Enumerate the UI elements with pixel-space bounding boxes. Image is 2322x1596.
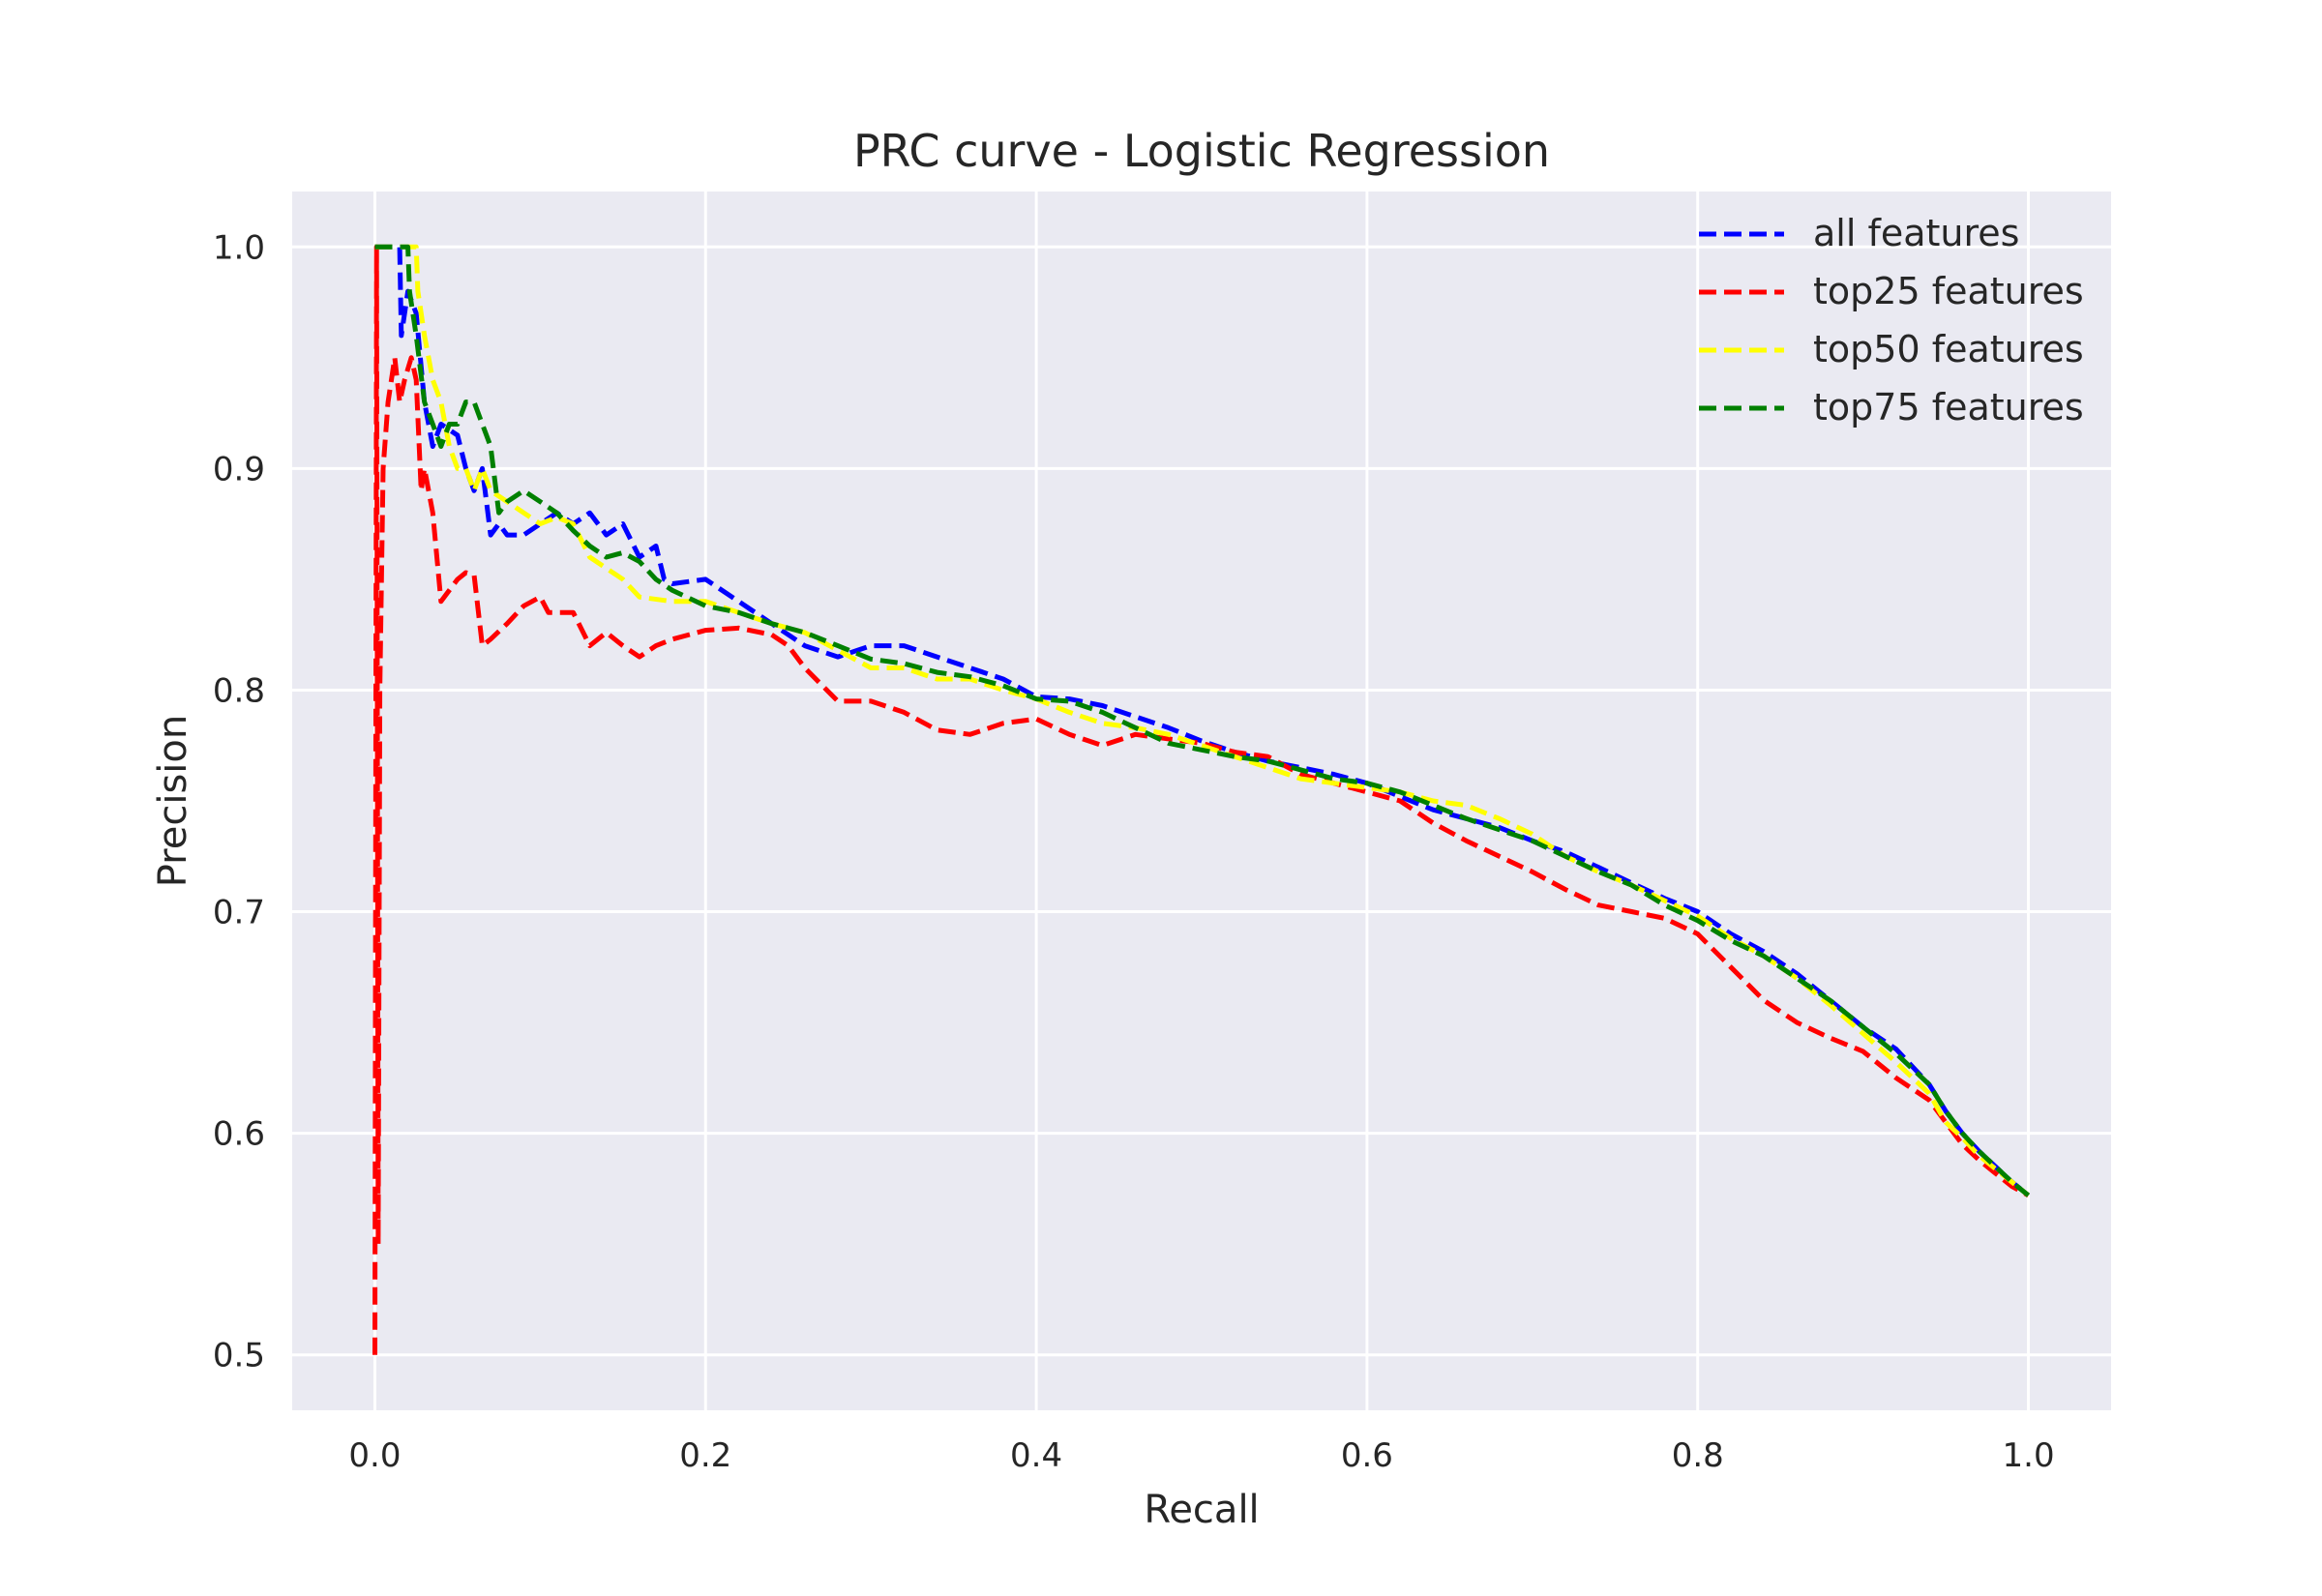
x-tick-label: 0.6 <box>1341 1436 1393 1475</box>
y-tick-label: 0.9 <box>213 450 265 488</box>
series-line-all-features <box>374 244 2031 1197</box>
plot-background <box>292 192 2111 1410</box>
series-lines <box>372 244 2031 1355</box>
x-tick-label: 1.0 <box>2003 1436 2055 1475</box>
series-line-top25-features <box>372 244 2030 1355</box>
x-tick-label: 0.2 <box>679 1436 731 1475</box>
legend: all features top25 features top50 features… <box>1699 212 2084 429</box>
legend-label: all features <box>1813 212 2019 254</box>
grid <box>292 192 2111 1410</box>
y-tick-label: 0.7 <box>213 894 265 932</box>
x-axis-label: Recall <box>1144 1488 1259 1532</box>
x-tick-labels: 0.0 0.2 0.4 0.6 0.8 1.0 <box>348 1436 2054 1475</box>
y-axis-label: Precision <box>151 715 195 887</box>
y-tick-label: 0.8 <box>213 671 265 710</box>
y-tick-label: 0.5 <box>213 1337 265 1375</box>
chart-title: PRC curve - Logistic Regression <box>853 125 1550 177</box>
y-tick-labels: 0.5 0.6 0.7 0.8 0.9 1.0 <box>213 228 265 1374</box>
series-line-top75-features <box>374 244 2031 1197</box>
y-tick-label: 0.6 <box>213 1115 265 1154</box>
legend-label: top50 features <box>1813 328 2084 370</box>
y-tick-label: 1.0 <box>213 228 265 267</box>
x-tick-label: 0.0 <box>348 1436 401 1475</box>
x-tick-label: 0.8 <box>1672 1436 1724 1475</box>
legend-label: top25 features <box>1813 270 2084 312</box>
legend-label: top75 features <box>1813 386 2084 429</box>
x-tick-label: 0.4 <box>1010 1436 1062 1475</box>
